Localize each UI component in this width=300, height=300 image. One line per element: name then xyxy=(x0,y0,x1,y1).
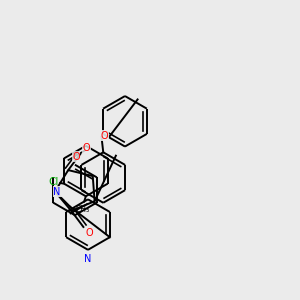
Text: O: O xyxy=(85,228,93,238)
Text: CH₃: CH₃ xyxy=(76,205,90,214)
Text: O: O xyxy=(72,152,80,162)
Text: N: N xyxy=(84,254,92,264)
Text: O: O xyxy=(82,143,90,153)
Text: O: O xyxy=(101,131,109,141)
Text: N: N xyxy=(53,187,61,196)
Text: Cl: Cl xyxy=(48,176,59,187)
